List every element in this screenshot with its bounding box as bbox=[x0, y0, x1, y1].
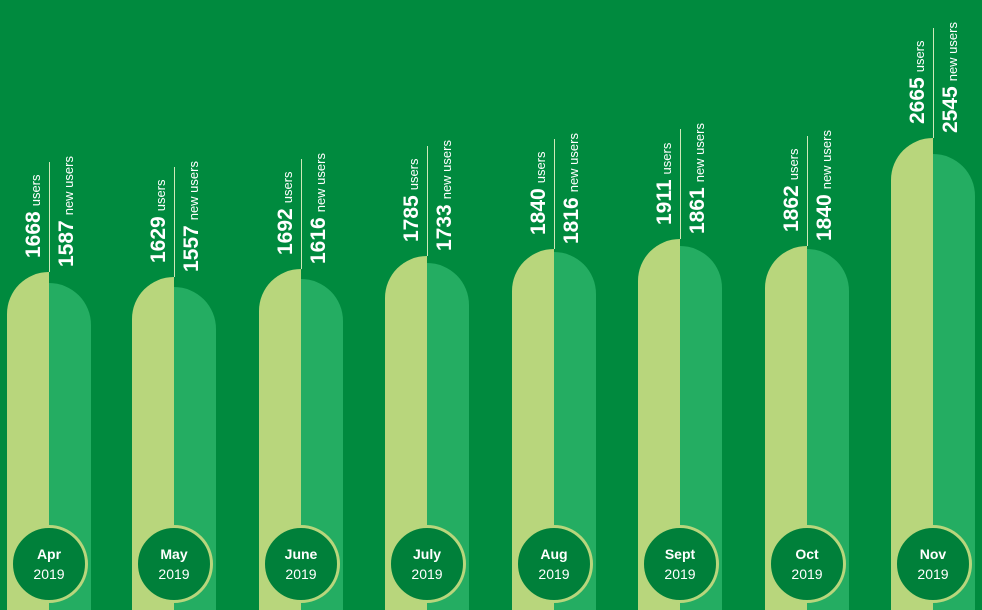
month-label: Sept bbox=[664, 546, 696, 562]
users-label-may-unit: users bbox=[153, 179, 168, 212]
year-label: 2019 bbox=[791, 566, 823, 582]
new-users-label-july: 1733 new users bbox=[433, 140, 456, 252]
new-users-label-apr: 1587 new users bbox=[55, 156, 78, 267]
users-label-apr: 1668 users bbox=[22, 174, 45, 258]
new-users-label-aug-value: 1816 bbox=[560, 197, 583, 244]
month-label: May bbox=[160, 546, 188, 562]
month-label: July bbox=[412, 546, 441, 562]
new-users-label-may: 1557 new users bbox=[180, 161, 203, 273]
users-label-sept-unit: users bbox=[659, 142, 674, 175]
new-users-label-oct-unit: new users bbox=[819, 129, 834, 190]
new-users-label-apr-value: 1587 bbox=[55, 220, 78, 267]
label-separator-may bbox=[174, 167, 175, 278]
label-separator-oct bbox=[807, 135, 808, 246]
month-badge-aug: Aug 2019 bbox=[515, 525, 593, 603]
users-label-sept: 1911 users bbox=[653, 142, 676, 226]
new-users-label-oct-value: 1840 bbox=[813, 194, 836, 241]
new-users-label-nov: 2545 new users bbox=[939, 22, 962, 133]
month-badge-july: July 2019 bbox=[388, 525, 466, 603]
users-label-aug-value: 1840 bbox=[527, 188, 550, 235]
label-separator-aug bbox=[554, 138, 555, 249]
label-separator-apr bbox=[49, 162, 50, 272]
users-label-june-unit: users bbox=[280, 171, 295, 204]
month-badge-june: June 2019 bbox=[262, 525, 340, 603]
users-label-july-unit: users bbox=[406, 158, 421, 191]
new-users-label-sept-unit: new users bbox=[692, 123, 707, 183]
new-users-label-nov-value: 2545 bbox=[939, 86, 962, 133]
users-label-aug-unit: users bbox=[533, 151, 548, 184]
year-label: 2019 bbox=[664, 566, 696, 582]
users-label-may: 1629 users bbox=[147, 179, 170, 264]
month-label: Oct bbox=[795, 546, 819, 562]
year-label: 2019 bbox=[285, 566, 317, 582]
new-users-label-aug-unit: new users bbox=[566, 132, 581, 193]
year-label: 2019 bbox=[917, 566, 949, 582]
new-users-label-nov-unit: new users bbox=[945, 22, 960, 82]
month-badge-may: May 2019 bbox=[135, 525, 213, 603]
new-users-label-may-unit: new users bbox=[186, 161, 201, 221]
month-badge-sept: Sept 2019 bbox=[641, 525, 719, 603]
new-users-label-sept: 1861 new users bbox=[686, 123, 709, 235]
new-users-label-sept-value: 1861 bbox=[686, 187, 709, 235]
month-badge-oct: Oct 2019 bbox=[768, 525, 846, 603]
year-label: 2019 bbox=[538, 566, 570, 582]
users-label-oct: 1862 users bbox=[780, 148, 803, 232]
users-label-nov: 2665 users bbox=[906, 40, 929, 124]
users-label-apr-value: 1668 bbox=[22, 211, 45, 258]
users-label-july: 1785 users bbox=[400, 158, 423, 243]
new-users-label-apr-unit: new users bbox=[61, 156, 76, 216]
new-users-label-july-unit: new users bbox=[439, 140, 454, 200]
new-users-label-may-value: 1557 bbox=[180, 225, 203, 273]
new-users-label-july-value: 1733 bbox=[433, 204, 456, 252]
users-label-apr-unit: users bbox=[28, 174, 43, 207]
label-separator-sept bbox=[680, 129, 681, 240]
year-label: 2019 bbox=[411, 566, 443, 582]
label-separator-july bbox=[427, 146, 428, 257]
month-label: Nov bbox=[919, 546, 947, 562]
users-label-oct-value: 1862 bbox=[780, 185, 803, 232]
month-badge-apr: Apr 2019 bbox=[10, 525, 88, 603]
label-separator-june bbox=[301, 158, 302, 269]
users-label-june-value: 1692 bbox=[274, 208, 297, 255]
label-separator-nov bbox=[933, 28, 934, 138]
year-label: 2019 bbox=[158, 566, 190, 582]
users-label-nov-value: 2665 bbox=[906, 77, 929, 124]
month-label: June bbox=[284, 546, 318, 562]
users-label-nov-unit: users bbox=[912, 40, 927, 73]
month-label: Aug bbox=[540, 546, 568, 562]
users-label-june: 1692 users bbox=[274, 171, 297, 255]
users-label-may-value: 1629 bbox=[147, 216, 170, 264]
users-label-oct-unit: users bbox=[786, 148, 801, 181]
new-users-label-june: 1616 new users bbox=[307, 152, 330, 264]
new-users-label-oct: 1840 new users bbox=[813, 129, 836, 241]
users-label-aug: 1840 users bbox=[527, 151, 550, 235]
new-users-label-aug: 1816 new users bbox=[560, 132, 583, 244]
new-users-label-june-value: 1616 bbox=[307, 217, 330, 264]
new-users-label-june-unit: new users bbox=[313, 152, 328, 213]
year-label: 2019 bbox=[33, 566, 65, 582]
users-label-sept-value: 1911 bbox=[653, 179, 676, 226]
month-label: Apr bbox=[36, 546, 62, 562]
users-label-july-value: 1785 bbox=[400, 195, 423, 243]
month-badge-nov: Nov 2019 bbox=[894, 525, 972, 603]
